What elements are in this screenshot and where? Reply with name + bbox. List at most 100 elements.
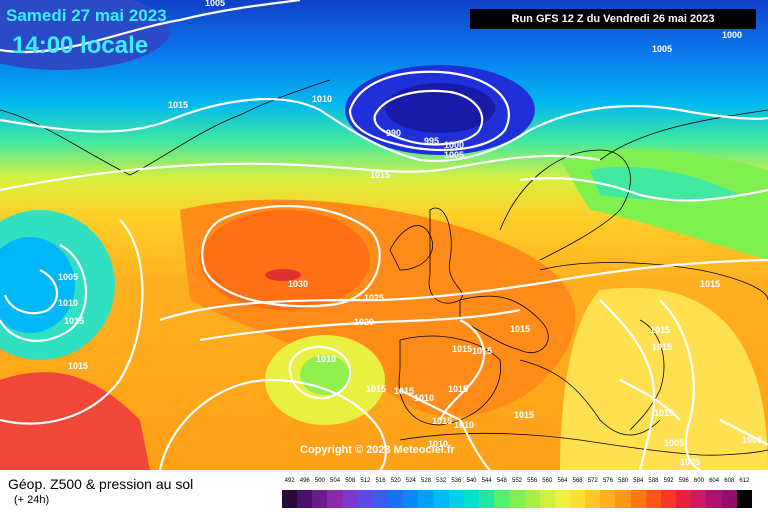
map-title: Géop. Z500 & pression au sol [8,476,194,492]
pressure-label: 1015 [510,324,530,334]
scale-tick-label: 560 [542,478,553,484]
run-info-banner: Run GFS 12 Z du Vendredi 26 mai 2023 [470,9,756,29]
scale-swatch [388,490,404,508]
pressure-label: 1015 [370,170,390,180]
forecast-local-time: 14:00 locale [12,32,149,59]
pressure-label: 1010 [428,439,448,449]
copyright-notice: Copyright © 2023 Meteociel.fr [300,444,455,456]
pressure-label: 1010 [454,420,474,430]
scale-tick-label: 576 [602,478,613,484]
pressure-label: 1015 [472,346,492,356]
scale-tick-label: 592 [663,478,674,484]
scale-swatch [463,490,480,508]
scale-tick-label: 604 [709,478,720,484]
pressure-label: 1005 [58,272,78,282]
scale-swatch [600,490,616,508]
scale-tick-label: 556 [527,478,538,484]
scale-tick-label: 500 [314,478,325,484]
pressure-label: 1005 [444,150,464,160]
pressure-label: 990 [386,128,401,138]
east-trough-core [590,166,740,201]
scale-swatch [721,490,737,508]
high-center-area [200,210,370,310]
scale-swatch [433,490,449,508]
scale-swatches [282,490,752,508]
pressure-label: 1015 [448,384,468,394]
legend-bar: Géop. Z500 & pression au sol (+ 24h) 492… [0,470,768,512]
scale-tick-label: 532 [436,478,447,484]
pressure-label: 1015 [452,344,472,354]
pressure-label: 1020 [354,317,374,327]
pressure-label: 1005 [680,457,700,467]
scale-tick-label: 612 [739,478,750,484]
pressure-label: 1015 [64,316,84,326]
high-core [265,269,301,281]
scale-swatch [706,490,722,508]
scale-tick-label: 504 [330,478,341,484]
scale-tick-label: 536 [451,478,462,484]
scale-swatch [630,490,646,508]
scale-swatch [539,490,555,508]
pressure-label: 1015 [650,325,670,335]
scale-tick-label: 496 [299,478,310,484]
scale-swatch [357,490,373,508]
pressure-label: 1015 [68,361,88,371]
weather-map: 1005 1000 1005 1015 1010 990 995 1000 10… [0,0,768,470]
scale-swatch [448,490,464,508]
scale-swatch [509,490,525,508]
scale-swatch [524,490,540,508]
low-pressure-center [385,83,495,133]
northwest-low [0,0,170,70]
scale-swatch [615,490,631,508]
pressure-label: 1005 [205,0,225,8]
scale-swatch [676,490,692,508]
scale-tick-label: 516 [375,478,386,484]
scale-tick-label: 544 [481,478,492,484]
forecast-offset: (+ 24h) [14,494,50,506]
scale-swatch [736,490,752,508]
scale-tick-label: 540 [466,478,477,484]
scale-swatch [418,490,434,508]
isobars [0,0,768,470]
scale-tick-label: 568 [572,478,583,484]
scale-ticks: 492 496 500 504 508 512 516 520 524 528 532 536 540 5… [282,478,752,488]
pressure-label: 1015 [700,279,720,289]
pressure-label: 1030 [288,279,308,289]
pressure-label: 1015 [652,342,672,352]
scale-tick-label: 608 [724,478,735,484]
scale-tick-label: 588 [648,478,659,484]
scale-tick-label: 572 [587,478,598,484]
scale-swatch [479,490,495,508]
scale-swatch [403,490,419,508]
scale-tick-label: 600 [693,478,704,484]
color-scale: 492 496 500 504 508 512 516 520 524 528 532 536 540 5… [282,478,752,510]
scale-tick-label: 528 [421,478,432,484]
forecast-date: Samedi 27 mai 2023 [6,6,167,25]
map-canvas: 1005 1000 1005 1015 1010 990 995 1000 10… [0,0,768,470]
scale-swatch [297,490,313,508]
scale-tick-label: 564 [557,478,568,484]
scale-swatch [554,490,570,508]
scale-swatch [342,490,358,508]
pressure-label: 1015 [168,100,188,110]
pressure-label: 1010 [58,298,78,308]
pressure-label: 1005 [742,435,762,445]
scale-tick-label: 492 [284,478,295,484]
scale-tick-label: 584 [633,478,644,484]
southeast-area [560,287,768,470]
scale-swatch [282,490,298,508]
pressure-label: 1010 [414,393,434,403]
scale-swatch [494,490,510,508]
scale-swatch [327,490,343,508]
pressure-label: 1015 [366,384,386,394]
pressure-label: 1000 [444,140,464,150]
pressure-label: 1010 [316,354,336,364]
scale-swatch [660,490,677,508]
pressure-label: 1015 [394,386,414,396]
pressure-label: 995 [424,136,439,146]
scale-tick-label: 520 [390,478,401,484]
scale-swatch [691,490,707,508]
scale-swatch [312,490,328,508]
scale-swatch [372,490,389,508]
scale-tick-label: 508 [345,478,356,484]
